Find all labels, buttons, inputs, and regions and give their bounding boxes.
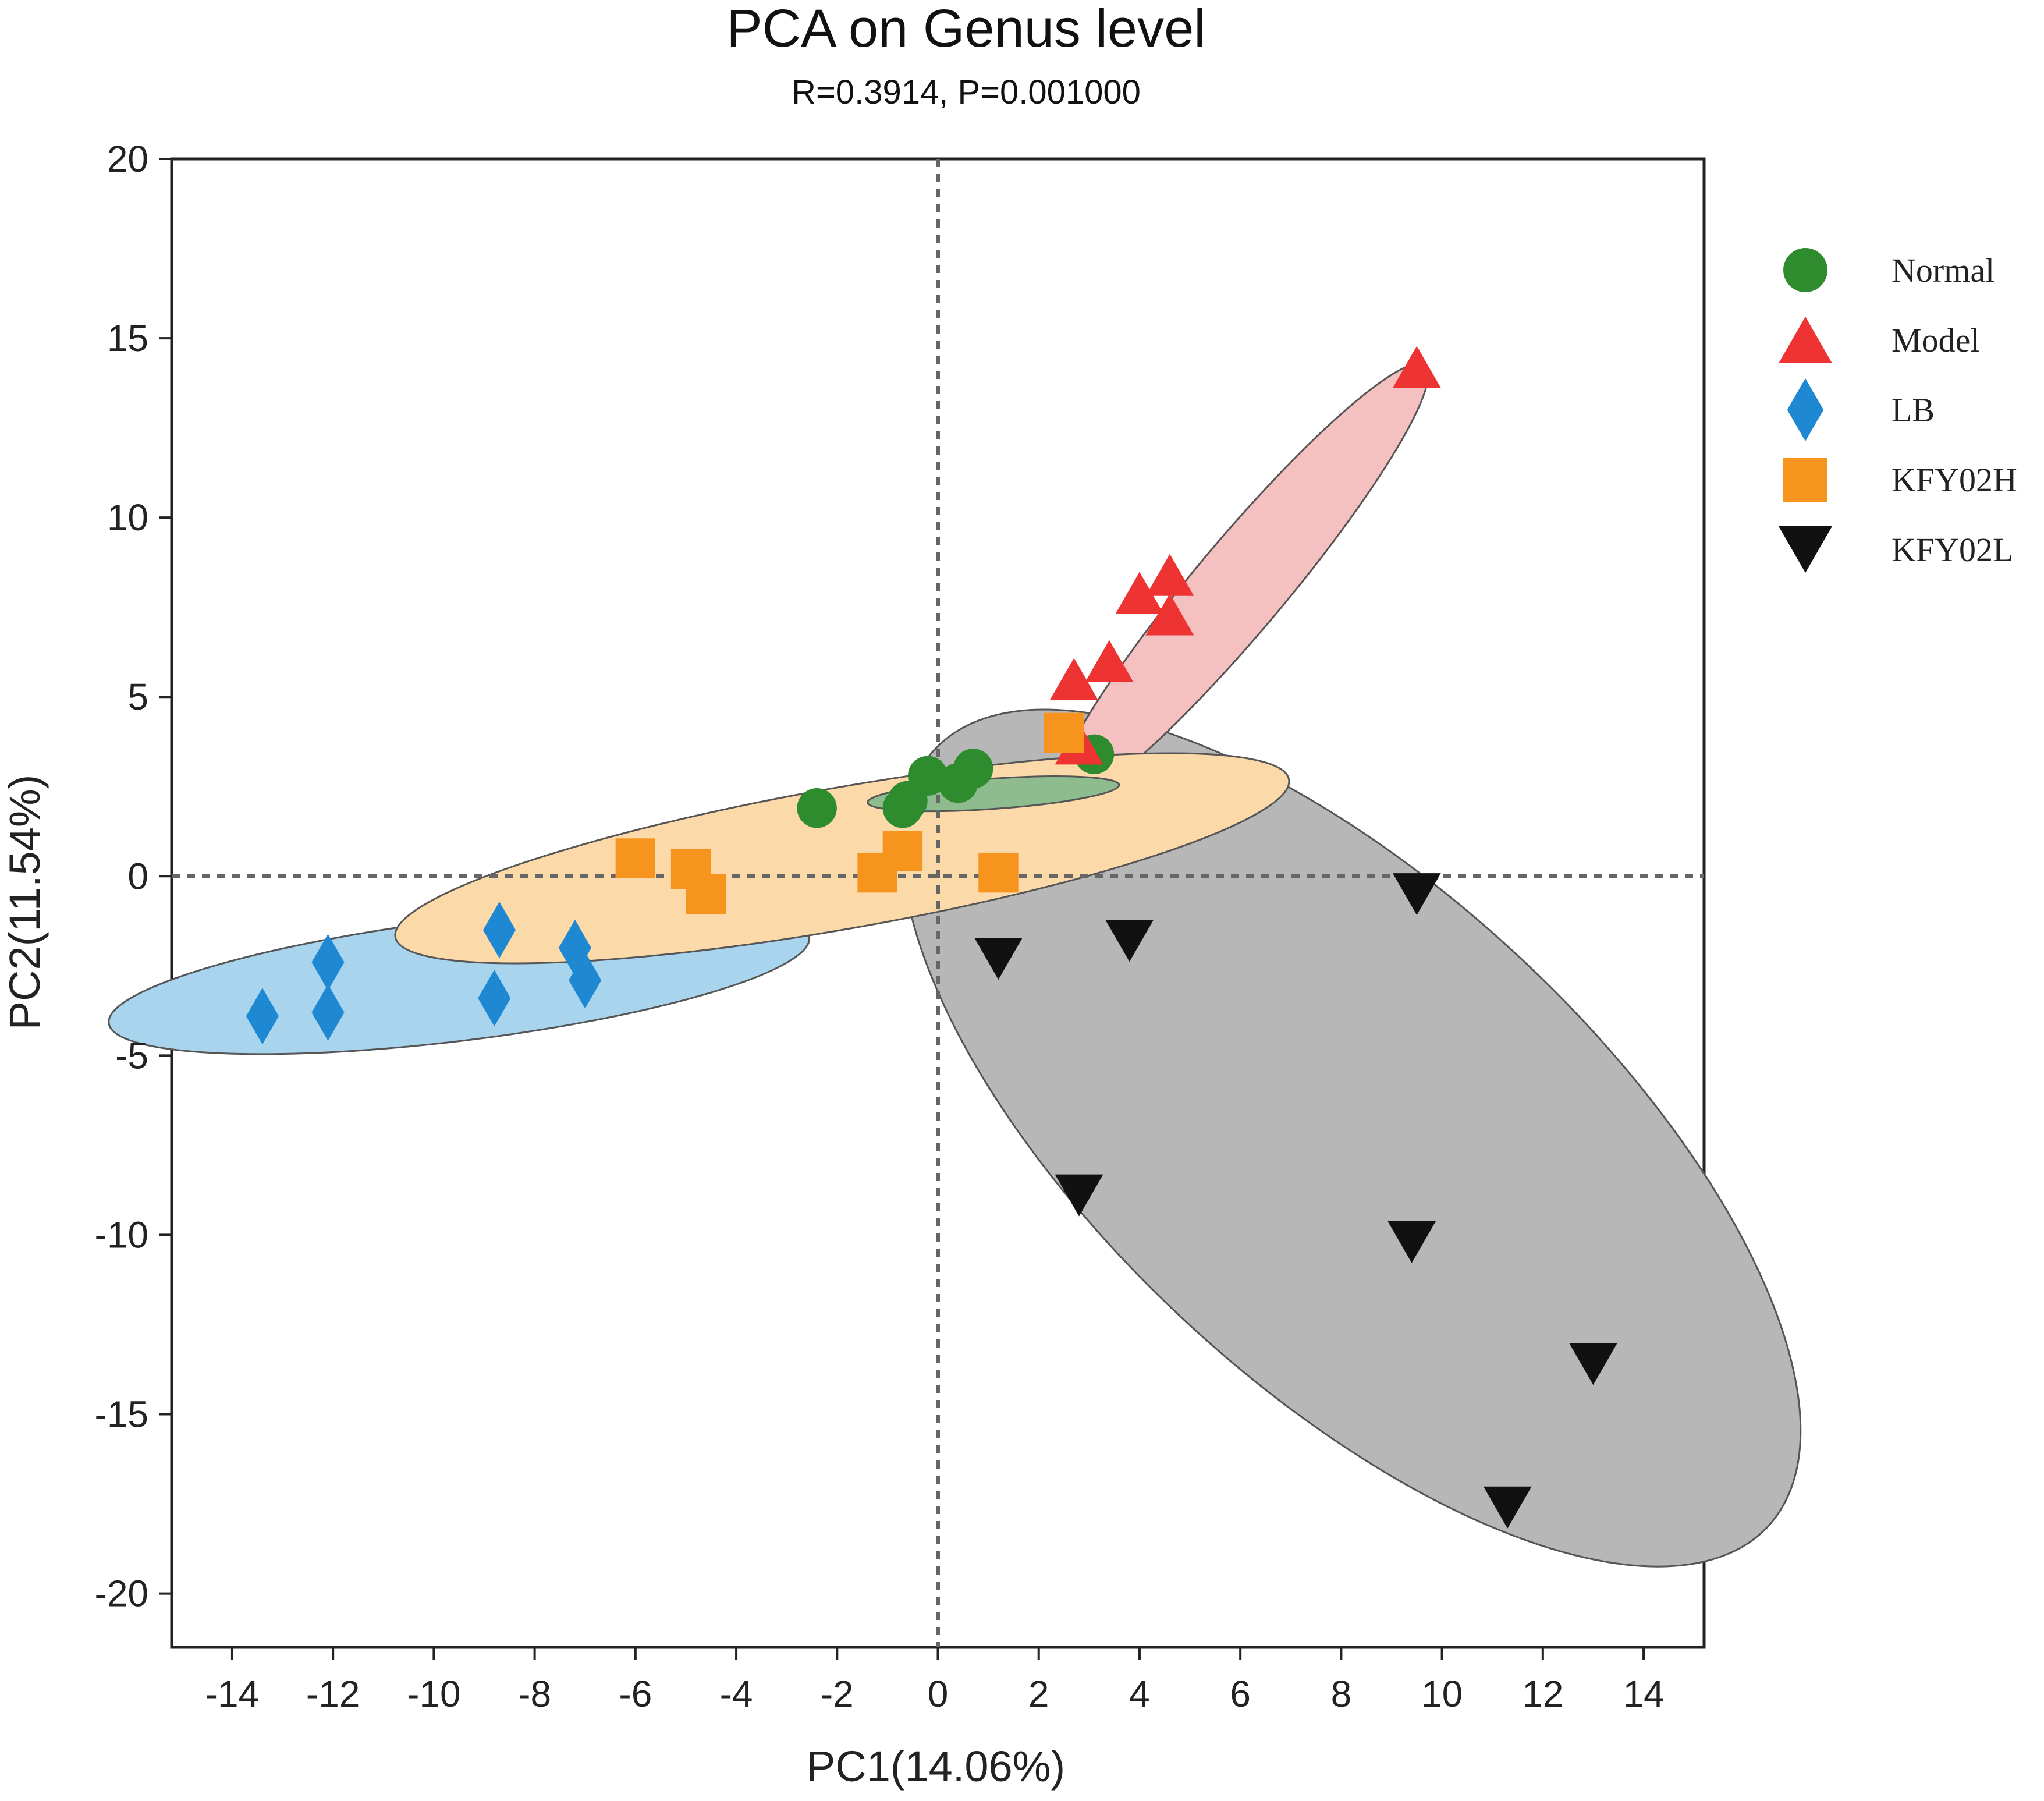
- series-lb: [246, 902, 602, 1045]
- y-tick-label: 5: [127, 676, 148, 718]
- point-kfy02l: [1392, 873, 1441, 916]
- x-tick-label: -10: [407, 1673, 461, 1715]
- x-axis-ticks: -14 -12 -10 -8 -6 -4 -2 0 2 4 6 8 10 12 14: [205, 1647, 1665, 1715]
- x-axis-label: PC1(14.06%): [807, 1742, 1065, 1791]
- legend-marker-lb: [1787, 378, 1824, 441]
- point-kfy02l: [1055, 1174, 1103, 1217]
- point-kfy02l: [1387, 1221, 1436, 1263]
- point-model: [1392, 346, 1441, 388]
- data-points: [246, 346, 1617, 1529]
- legend-item-model: Model: [1779, 317, 1979, 363]
- legend-label: KFY02H: [1892, 461, 2017, 499]
- legend: Normal Model LB KFY02H KFY02L: [1779, 248, 2017, 573]
- y-tick-label: 20: [107, 138, 148, 180]
- legend-item-lb: LB: [1787, 378, 1935, 441]
- y-tick-label: -20: [95, 1573, 149, 1615]
- x-tick-label: 6: [1230, 1673, 1251, 1715]
- x-tick-label: -8: [518, 1673, 551, 1715]
- x-tick-label: 8: [1331, 1673, 1352, 1715]
- point-kfy02h: [615, 838, 656, 878]
- point-normal: [953, 749, 993, 789]
- legend-marker-kfy02h: [1783, 458, 1827, 502]
- point-normal: [907, 756, 948, 796]
- point-kfy02h: [1044, 712, 1084, 753]
- ellipse-kfy02h: [394, 752, 1290, 965]
- legend-marker-kfy02l: [1779, 526, 1832, 573]
- point-kfy02h: [978, 852, 1019, 893]
- y-axis-ticks: 20 15 10 5 0 -5 -10 -15 -20: [95, 138, 172, 1615]
- y-axis-label: PC2(11.54%): [1, 775, 49, 1030]
- y-tick-label: 15: [107, 317, 148, 359]
- series-kfy02h: [615, 712, 1084, 914]
- legend-label: LB: [1892, 391, 1935, 429]
- legend-label: Model: [1892, 321, 1979, 359]
- x-tick-label: -12: [306, 1673, 360, 1715]
- x-tick-label: 0: [928, 1673, 949, 1715]
- x-tick-label: -6: [619, 1673, 652, 1715]
- legend-marker-normal: [1783, 248, 1827, 292]
- point-lb: [558, 919, 591, 977]
- point-model: [1115, 572, 1164, 614]
- legend-marker-model: [1779, 317, 1832, 363]
- point-lb: [311, 934, 345, 991]
- legend-item-kfy02l: KFY02L: [1779, 526, 2013, 573]
- point-kfy02l: [1105, 920, 1154, 962]
- x-tick-label: 2: [1028, 1673, 1049, 1715]
- point-model: [1085, 640, 1134, 682]
- point-lb: [482, 902, 516, 959]
- y-tick-label: 0: [127, 855, 148, 897]
- point-model: [1049, 658, 1098, 700]
- point-model: [1145, 593, 1194, 636]
- point-lb: [246, 987, 279, 1045]
- x-tick-label: 4: [1129, 1673, 1150, 1715]
- point-kfy02l: [1483, 1486, 1532, 1529]
- point-kfy02h: [882, 831, 923, 871]
- legend-item-normal: Normal: [1783, 248, 1995, 292]
- series-kfy02l: [974, 873, 1617, 1529]
- point-kfy02h: [686, 874, 726, 914]
- point-lb: [311, 984, 345, 1041]
- chart-subtitle: R=0.3914, P=0.001000: [792, 73, 1141, 111]
- legend-label: Normal: [1892, 251, 1995, 289]
- point-lb: [569, 952, 602, 1009]
- legend-label: KFY02L: [1892, 531, 2013, 569]
- point-normal: [797, 788, 837, 828]
- x-tick-label: -2: [821, 1673, 854, 1715]
- x-tick-label: 12: [1522, 1673, 1563, 1715]
- y-tick-label: -5: [115, 1034, 148, 1076]
- x-tick-label: 10: [1421, 1673, 1463, 1715]
- y-tick-label: -15: [95, 1394, 149, 1435]
- legend-item-kfy02h: KFY02H: [1783, 458, 2017, 502]
- point-kfy02l: [1569, 1343, 1617, 1385]
- y-tick-label: 10: [107, 497, 148, 538]
- x-tick-label: -4: [720, 1673, 753, 1715]
- y-tick-label: -10: [95, 1214, 149, 1256]
- reference-lines: [172, 159, 1704, 1647]
- x-tick-label: -14: [205, 1673, 260, 1715]
- chart-title: PCA on Genus level: [726, 0, 1205, 58]
- x-tick-label: 14: [1623, 1673, 1664, 1715]
- point-kfy02l: [974, 938, 1023, 980]
- point-lb: [478, 970, 511, 1027]
- point-model: [1145, 554, 1194, 596]
